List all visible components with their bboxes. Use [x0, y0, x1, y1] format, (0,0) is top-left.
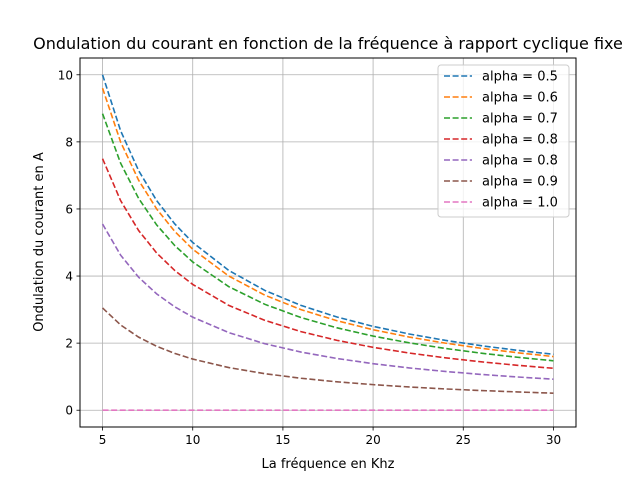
series-line-3 [101, 158, 554, 370]
y-axis: 0 2 4 6 8 10 [58, 68, 80, 418]
x-tick-label: 30 [546, 433, 561, 447]
y-tick-label: 0 [65, 404, 73, 418]
x-axis: 5 10 15 20 25 30 [99, 427, 561, 447]
y-tick-label: 6 [65, 202, 73, 216]
series-layer [101, 74, 554, 412]
legend-label: alpha = 0.8 [482, 133, 558, 148]
x-tick-label: 5 [99, 433, 107, 447]
x-tick-label: 20 [365, 433, 380, 447]
series-line-4 [101, 223, 554, 380]
legend-box [437, 64, 570, 218]
series-line-2 [101, 113, 554, 362]
legend-label: alpha = 0.8 [482, 154, 558, 169]
series-line-0 [101, 74, 554, 356]
legend-label: alpha = 0.6 [482, 91, 558, 106]
y-tick-label: 10 [58, 68, 73, 82]
x-tick-label: 10 [185, 433, 200, 447]
legend: alpha = 0.5 alpha = 0.6 alpha = 0.7 alpha =… [437, 64, 570, 218]
legend-label: alpha = 1.0 [482, 196, 558, 211]
legend-label: alpha = 0.9 [482, 175, 558, 190]
x-tick-label: 25 [456, 433, 471, 447]
legend-label: alpha = 0.7 [482, 112, 558, 127]
x-tick-label: 15 [275, 433, 290, 447]
plot-frame [79, 57, 577, 428]
y-tick-label: 4 [65, 270, 73, 284]
y-axis-label: Ondulation du courant en A [32, 152, 47, 332]
x-axis-label: La fréquence en Khz [262, 457, 395, 472]
series-line-5 [102, 307, 554, 394]
legend-label: alpha = 0.5 [482, 70, 558, 85]
chart-title: Ondulation du courant en fonction de la … [33, 34, 623, 53]
y-tick-label: 8 [65, 135, 73, 149]
series-line-1 [101, 87, 554, 358]
y-tick-label: 2 [65, 337, 73, 351]
